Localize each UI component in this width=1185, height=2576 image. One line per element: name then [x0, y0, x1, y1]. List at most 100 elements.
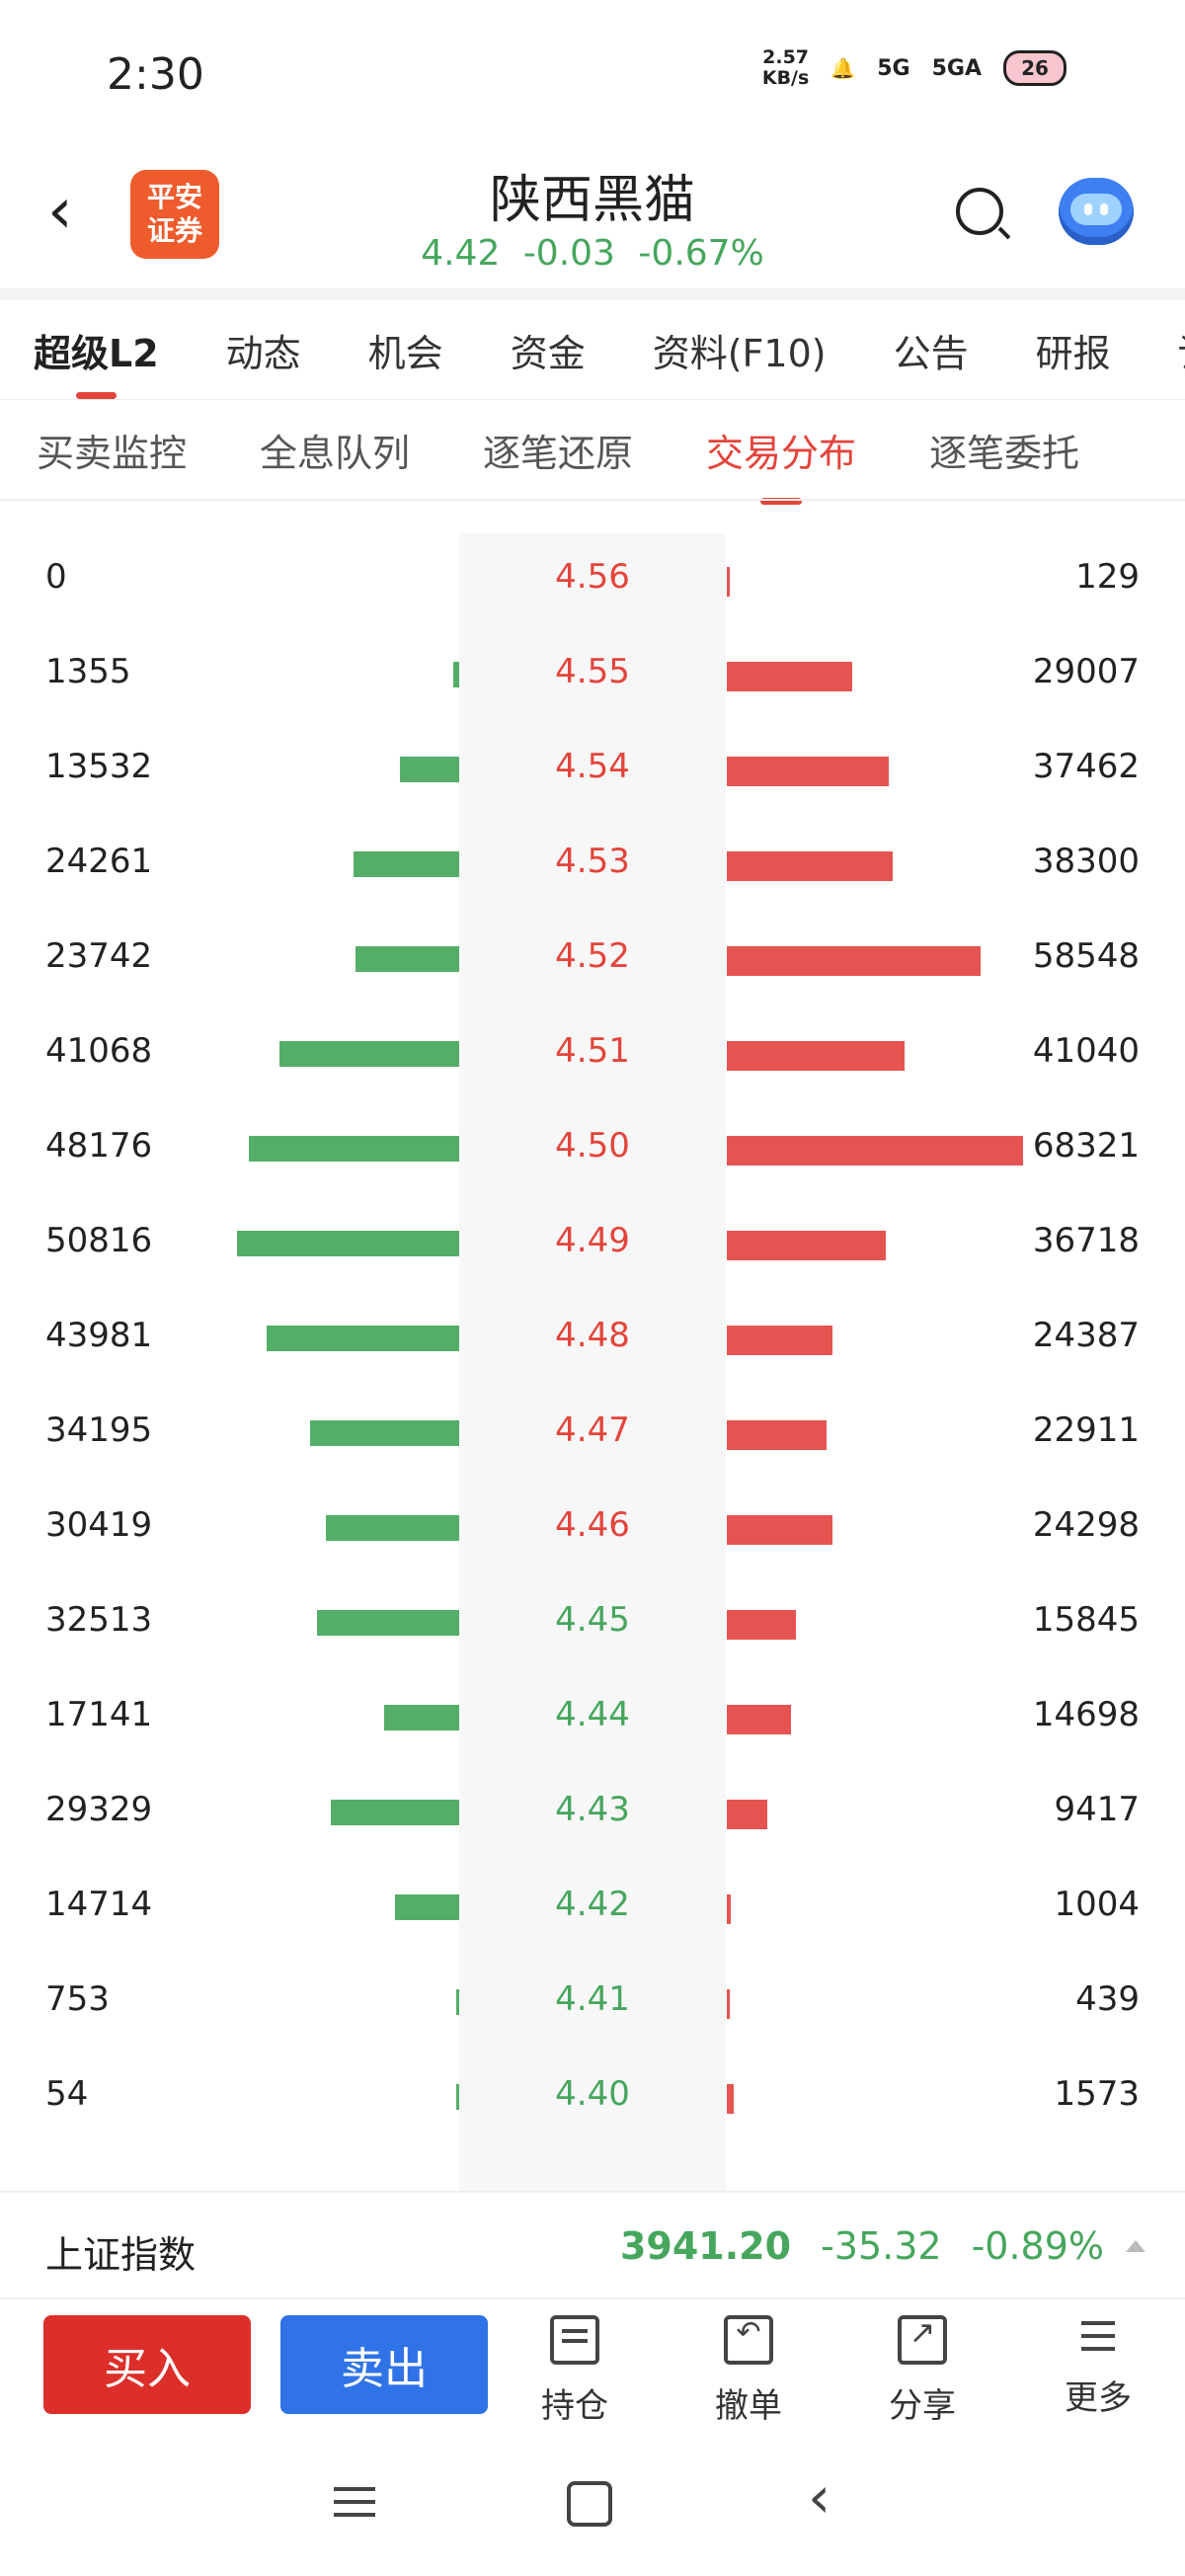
tab-main-2[interactable]: 机会: [367, 331, 443, 375]
distribution-row: 13532 4.54 37462: [0, 723, 1185, 818]
status-bar: 2:30 2.57 KB/s 🔔 5G 5GA 26: [0, 0, 1185, 148]
sell-bar: [317, 1610, 459, 1636]
index-change: -35.32: [821, 2224, 942, 2268]
sell-volume: 43981: [45, 1316, 153, 1355]
sell-volume: 41068: [45, 1031, 153, 1071]
distribution-row: 34195 4.47 22911: [0, 1387, 1185, 1482]
index-bar[interactable]: 上证指数 3941.20 -35.32 -0.89%: [0, 2191, 1185, 2299]
stock-quote: 4.42 -0.03 -0.67%: [0, 233, 1185, 274]
sell-bar: [400, 757, 459, 782]
distribution-row: 54 4.40 1573: [0, 2051, 1185, 2145]
back-chevron-icon[interactable]: ‹: [47, 175, 73, 248]
distribution-row: 753 4.41 439: [0, 1956, 1185, 2051]
buy-volume: 22911: [1032, 1410, 1140, 1450]
tab-main-7[interactable]: 讨: [1178, 323, 1185, 377]
tab-main-0[interactable]: 超级L2: [34, 323, 159, 399]
buy-bar: [727, 567, 730, 597]
price-level: 4.45: [555, 1600, 630, 1640]
buy-bar: [727, 1231, 886, 1260]
buy-bar: [727, 1041, 905, 1071]
sell-bar: [395, 1894, 459, 1920]
system-nav-bar: ‹: [0, 2440, 1185, 2576]
buy-bar: [727, 662, 852, 691]
buy-volume: 1004: [1054, 1885, 1140, 1924]
distribution-row: 0 4.56 129: [0, 533, 1185, 628]
divider: [0, 499, 1185, 501]
sell-volume: 48176: [45, 1126, 153, 1166]
document-icon: [550, 2315, 599, 2365]
price-level: 4.43: [555, 1790, 630, 1829]
sell-volume: 14714: [45, 1885, 153, 1924]
buy-button[interactable]: 买入: [43, 2315, 251, 2414]
undo-icon: [724, 2315, 773, 2365]
distribution-row: 41068 4.51 41040: [0, 1007, 1185, 1102]
sell-volume: 17141: [45, 1695, 153, 1734]
tab-main-4[interactable]: 资料(F10): [652, 331, 827, 375]
sell-volume: 50816: [45, 1221, 153, 1260]
index-value: 3941.20: [619, 2224, 792, 2268]
price-level: 4.40: [555, 2074, 630, 2114]
buy-volume: 38300: [1032, 842, 1140, 881]
price-level: 4.42: [555, 1885, 630, 1924]
caret-up-icon[interactable]: [1126, 2240, 1146, 2252]
share-icon: [898, 2313, 947, 2365]
stock-change-pct: -0.67%: [638, 233, 764, 274]
stock-change: -0.03: [522, 233, 615, 274]
buy-volume: 37462: [1032, 747, 1140, 786]
buy-bar: [727, 1515, 832, 1545]
buy-bar: [727, 1989, 730, 2019]
price-level: 4.44: [555, 1695, 630, 1734]
assistant-robot-icon[interactable]: [1059, 178, 1134, 245]
recent-apps-icon[interactable]: [334, 2487, 375, 2491]
sell-volume: 24261: [45, 842, 153, 881]
distribution-row: 30419 4.46 24298: [0, 1482, 1185, 1576]
sell-bar: [326, 1515, 459, 1541]
buy-volume: 58548: [1032, 936, 1140, 976]
broker-logo[interactable]: 平安 证券: [130, 170, 219, 259]
sell-bar: [249, 1136, 459, 1162]
divider: [0, 399, 1185, 400]
sell-button[interactable]: 卖出: [280, 2315, 488, 2414]
tab-sub-0[interactable]: 买卖监控: [37, 431, 188, 475]
more-button[interactable]: 更多: [1039, 2315, 1157, 2424]
status-time: 2:30: [107, 49, 204, 100]
tab-main-6[interactable]: 研报: [1035, 331, 1111, 375]
tab-sub-3[interactable]: 交易分布: [706, 423, 856, 505]
trade-distribution[interactable]: 0 4.56 129 1355 4.55 29007 13532 4.54 37462 24261…: [0, 533, 1185, 2193]
tab-sub-2[interactable]: 逐笔还原: [483, 431, 634, 475]
share-button[interactable]: 分享: [863, 2313, 982, 2426]
signal-5g: 5G: [877, 55, 910, 81]
buy-bar: [727, 1326, 832, 1355]
tab-main-5[interactable]: 公告: [893, 331, 969, 375]
search-icon[interactable]: [956, 188, 1003, 235]
buy-bar: [727, 1136, 1023, 1166]
holdings-button[interactable]: 持仓: [515, 2315, 634, 2426]
back-icon[interactable]: ‹: [808, 2463, 831, 2531]
divider: [0, 288, 1185, 300]
tab-sub-1[interactable]: 全息队列: [260, 431, 411, 475]
sell-volume: 1355: [45, 652, 131, 691]
price-level: 4.51: [555, 1031, 630, 1071]
distribution-row: 32513 4.45 15845: [0, 1576, 1185, 1671]
sell-volume: 0: [45, 557, 67, 597]
distribution-row: 1355 4.55 29007: [0, 628, 1185, 723]
tab-main-1[interactable]: 动态: [225, 331, 301, 375]
buy-bar: [727, 1420, 827, 1450]
buy-volume: 15845: [1032, 1600, 1140, 1640]
tab-main-3[interactable]: 资金: [510, 331, 586, 375]
price-level: 4.56: [555, 557, 630, 597]
price-level: 4.53: [555, 842, 630, 881]
signal-5ga: 5GA: [931, 55, 982, 81]
buy-volume: 36718: [1032, 1221, 1140, 1260]
sell-bar: [279, 1041, 459, 1067]
buy-bar: [727, 1705, 791, 1734]
tab-sub-4[interactable]: 逐笔委托: [929, 431, 1080, 475]
buy-volume: 41040: [1032, 1031, 1140, 1071]
sell-bar: [331, 1800, 459, 1825]
home-icon[interactable]: [567, 2481, 612, 2527]
buy-bar: [727, 1800, 767, 1829]
sell-bar: [456, 2084, 459, 2110]
sell-bar: [456, 1989, 459, 2015]
net-speed: 2.57 KB/s: [761, 46, 810, 89]
cancel-order-button[interactable]: 撤单: [689, 2315, 808, 2426]
